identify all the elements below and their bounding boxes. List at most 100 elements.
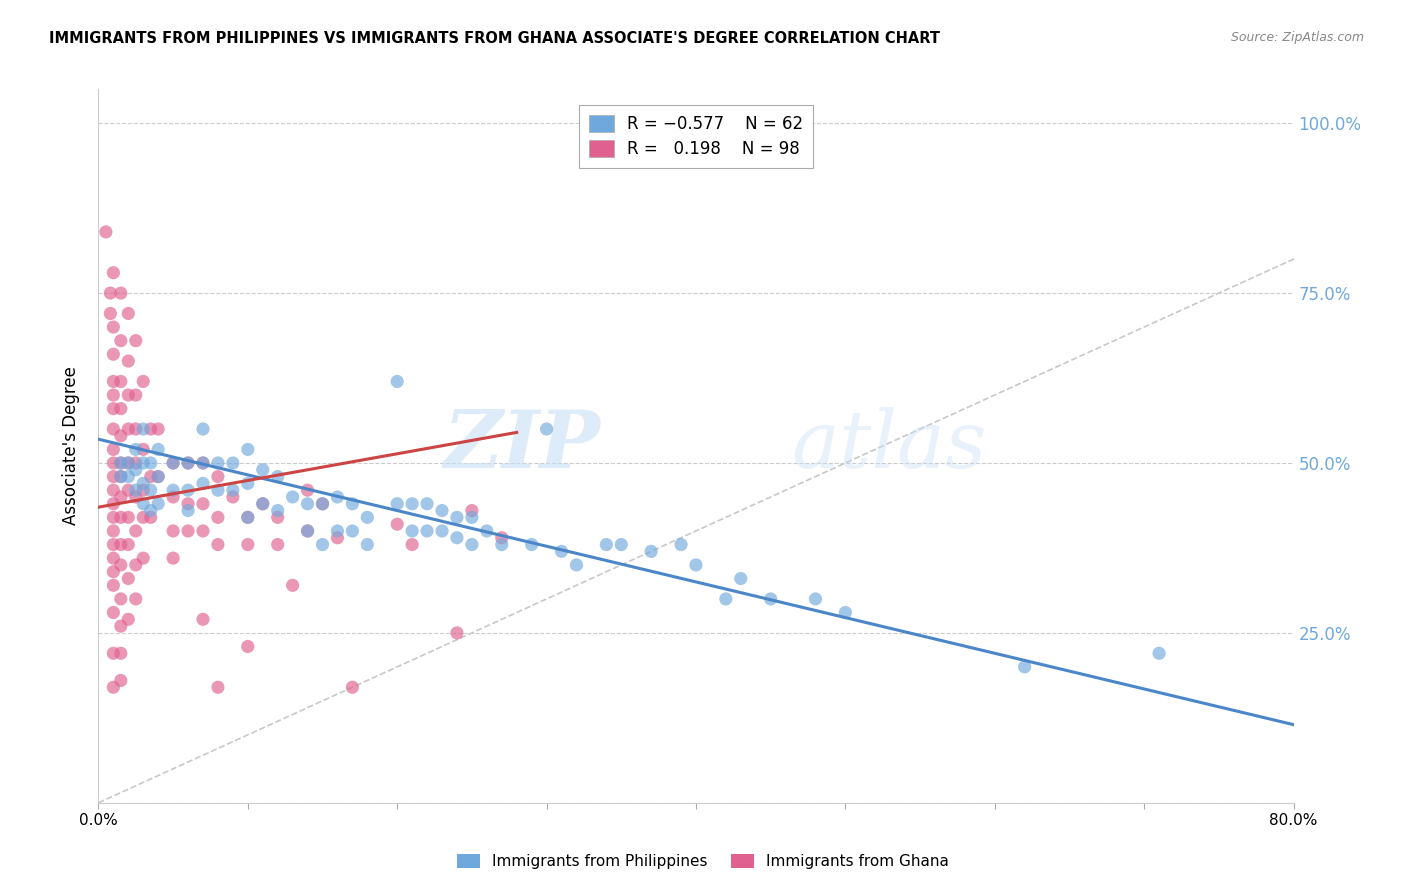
Point xyxy=(132,510,155,524)
Point xyxy=(139,456,162,470)
Point xyxy=(610,537,633,551)
Point xyxy=(125,558,148,572)
Point xyxy=(669,537,692,551)
Point xyxy=(117,483,139,498)
Point xyxy=(191,456,214,470)
Point xyxy=(125,388,148,402)
Point xyxy=(207,537,229,551)
Point xyxy=(311,497,333,511)
Point xyxy=(1014,660,1036,674)
Point xyxy=(177,483,200,498)
Point xyxy=(103,680,125,694)
Point xyxy=(401,524,423,538)
Point xyxy=(326,531,349,545)
Point xyxy=(110,537,132,551)
Point xyxy=(491,537,513,551)
Point xyxy=(125,524,148,538)
Point xyxy=(110,286,132,301)
Point xyxy=(236,537,259,551)
Point xyxy=(326,524,349,538)
Point xyxy=(110,591,132,606)
Point xyxy=(103,388,125,402)
Point xyxy=(103,375,125,389)
Point xyxy=(117,537,139,551)
Point xyxy=(117,422,139,436)
Point xyxy=(565,558,588,572)
Point xyxy=(297,524,319,538)
Point xyxy=(177,497,200,511)
Point xyxy=(191,497,214,511)
Point xyxy=(236,442,259,457)
Point xyxy=(110,375,132,389)
Point xyxy=(132,375,155,389)
Point xyxy=(536,422,558,436)
Point xyxy=(207,483,229,498)
Point xyxy=(110,673,132,688)
Point xyxy=(640,544,662,558)
Point xyxy=(191,456,214,470)
Point xyxy=(103,347,125,361)
Point xyxy=(132,551,155,566)
Point xyxy=(401,537,423,551)
Point xyxy=(110,469,132,483)
Point xyxy=(117,469,139,483)
Point xyxy=(125,490,148,504)
Point xyxy=(446,531,468,545)
Point xyxy=(446,626,468,640)
Point xyxy=(117,572,139,586)
Point xyxy=(139,483,162,498)
Point xyxy=(103,401,125,416)
Point xyxy=(110,401,132,416)
Point xyxy=(139,469,162,483)
Point xyxy=(103,646,125,660)
Point xyxy=(356,510,378,524)
Point xyxy=(103,469,125,483)
Point xyxy=(714,591,737,606)
Point xyxy=(834,606,856,620)
Point xyxy=(162,551,184,566)
Point xyxy=(222,483,245,498)
Point xyxy=(148,422,170,436)
Point xyxy=(297,497,319,511)
Point xyxy=(117,354,139,368)
Point xyxy=(520,537,543,551)
Point xyxy=(103,456,125,470)
Text: IMMIGRANTS FROM PHILIPPINES VS IMMIGRANTS FROM GHANA ASSOCIATE'S DEGREE CORRELAT: IMMIGRANTS FROM PHILIPPINES VS IMMIGRANT… xyxy=(49,31,941,46)
Point xyxy=(475,524,498,538)
Point xyxy=(103,510,125,524)
Point xyxy=(297,483,319,498)
Point xyxy=(139,422,162,436)
Point xyxy=(110,456,132,470)
Point xyxy=(148,497,170,511)
Point xyxy=(125,334,148,348)
Point xyxy=(385,497,409,511)
Point xyxy=(191,476,214,491)
Legend: Immigrants from Philippines, Immigrants from Ghana: Immigrants from Philippines, Immigrants … xyxy=(451,848,955,875)
Point xyxy=(125,483,148,498)
Point xyxy=(103,422,125,436)
Point xyxy=(207,469,229,483)
Point xyxy=(267,537,290,551)
Point xyxy=(416,524,439,538)
Point xyxy=(148,469,170,483)
Point xyxy=(416,497,439,511)
Point xyxy=(139,503,162,517)
Point xyxy=(125,442,148,457)
Point xyxy=(139,510,162,524)
Point xyxy=(103,266,125,280)
Point xyxy=(177,524,200,538)
Point xyxy=(356,537,378,551)
Point xyxy=(222,490,245,504)
Point xyxy=(110,456,132,470)
Point xyxy=(117,456,139,470)
Point xyxy=(236,640,259,654)
Point xyxy=(132,456,155,470)
Point xyxy=(430,503,453,517)
Point xyxy=(191,524,214,538)
Point xyxy=(236,510,259,524)
Point xyxy=(103,565,125,579)
Point xyxy=(207,456,229,470)
Point xyxy=(595,537,617,551)
Point xyxy=(191,612,214,626)
Point xyxy=(342,524,364,538)
